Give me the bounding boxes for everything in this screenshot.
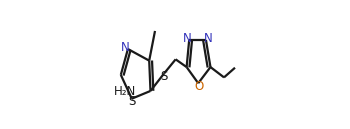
Text: S: S <box>129 95 136 108</box>
Text: S: S <box>161 70 168 83</box>
Text: N: N <box>121 41 130 54</box>
Text: N: N <box>204 32 213 45</box>
Text: O: O <box>194 80 203 93</box>
Text: N: N <box>182 32 191 45</box>
Text: H₂N: H₂N <box>114 85 136 98</box>
